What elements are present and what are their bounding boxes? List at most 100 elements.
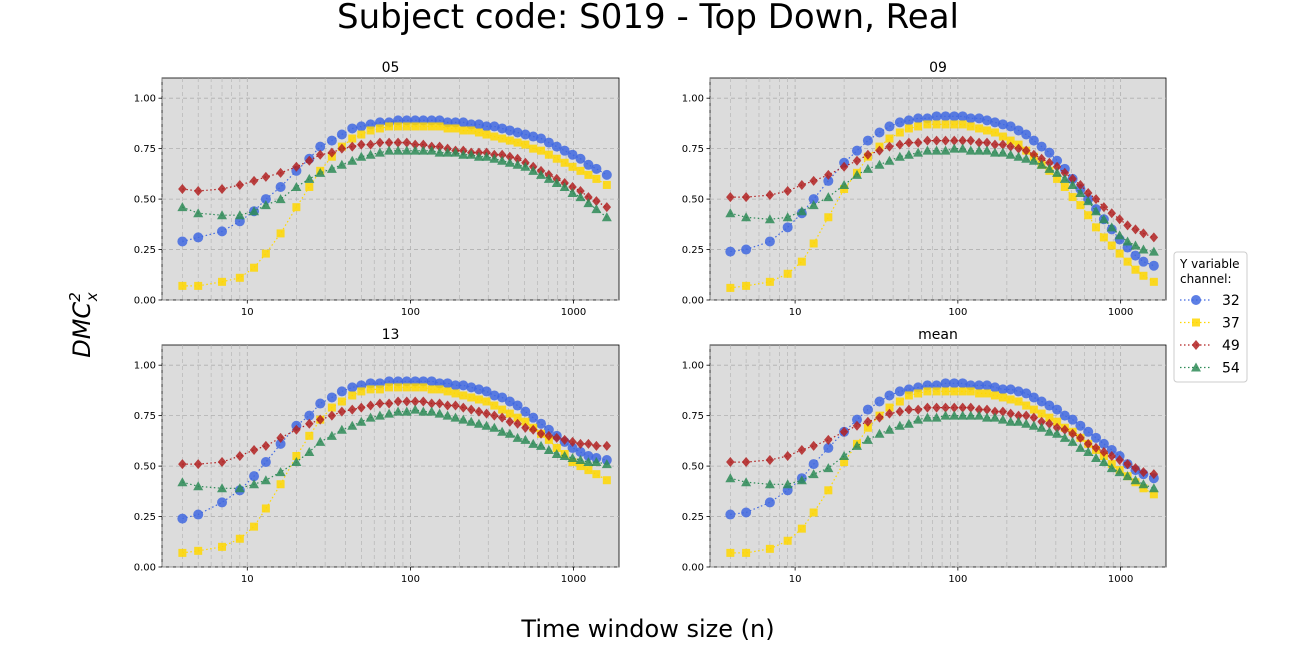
data-point xyxy=(895,406,905,417)
data-point xyxy=(914,122,923,131)
data-point xyxy=(402,137,412,148)
data-point xyxy=(1099,233,1108,242)
data-point xyxy=(601,169,612,180)
data-point xyxy=(419,396,428,407)
data-point xyxy=(1075,442,1086,452)
data-point xyxy=(315,167,326,177)
data-point xyxy=(536,133,547,144)
data-point xyxy=(1036,159,1047,169)
x-tick-label: 100 xyxy=(948,307,967,318)
data-point xyxy=(783,269,792,278)
data-point xyxy=(823,442,834,453)
data-point xyxy=(894,117,905,128)
data-point xyxy=(520,406,531,417)
data-point xyxy=(348,141,357,152)
data-point xyxy=(884,424,895,434)
data-point xyxy=(965,113,976,124)
data-point xyxy=(559,145,570,156)
data-point xyxy=(1083,196,1094,206)
data-point xyxy=(958,387,967,396)
data-point xyxy=(1028,420,1039,430)
data-point xyxy=(490,410,499,421)
data-point xyxy=(974,404,984,415)
data-point xyxy=(528,438,539,448)
data-point xyxy=(1029,412,1039,423)
data-point xyxy=(932,120,941,129)
data-point xyxy=(474,406,484,417)
data-point xyxy=(974,137,984,148)
data-point xyxy=(434,408,445,418)
data-point xyxy=(894,386,905,397)
data-point xyxy=(260,200,271,210)
y-tick-label: 0.00 xyxy=(682,563,704,574)
data-point xyxy=(482,130,491,139)
data-point xyxy=(982,389,991,398)
x-tick-label: 10 xyxy=(789,574,802,585)
data-point xyxy=(276,167,285,178)
data-point xyxy=(981,412,992,422)
data-point xyxy=(932,402,941,413)
data-point xyxy=(1005,384,1016,395)
figure-ylabel-sub: x xyxy=(83,292,101,302)
legend-marker xyxy=(1191,362,1201,372)
data-point xyxy=(742,281,751,290)
data-point xyxy=(1123,257,1132,266)
data-point xyxy=(357,139,366,150)
data-point xyxy=(941,135,950,146)
data-point xyxy=(375,124,384,133)
data-point xyxy=(741,477,752,487)
data-point xyxy=(567,149,578,160)
data-point xyxy=(497,123,508,134)
data-point xyxy=(851,414,862,425)
data-point xyxy=(260,457,271,468)
legend-entry-49: 49 xyxy=(1180,338,1240,354)
data-point xyxy=(394,383,403,392)
data-point xyxy=(990,139,1000,150)
data-point xyxy=(765,455,775,466)
data-point xyxy=(260,475,271,485)
data-point xyxy=(997,119,1008,130)
data-point xyxy=(862,163,873,173)
data-point xyxy=(326,392,337,403)
y-tick-label: 0.75 xyxy=(682,411,704,422)
data-point xyxy=(521,422,530,433)
data-point xyxy=(874,159,885,169)
y-tick-label: 0.00 xyxy=(134,563,156,574)
data-point xyxy=(982,126,991,135)
data-point xyxy=(1149,469,1159,480)
data-point xyxy=(1014,143,1023,154)
data-point xyxy=(1149,232,1159,243)
data-point xyxy=(1076,201,1085,210)
x-tick-label: 100 xyxy=(948,574,967,585)
data-point xyxy=(1114,230,1125,240)
data-point xyxy=(823,175,834,186)
data-point xyxy=(419,122,428,131)
data-point xyxy=(1068,193,1077,202)
data-point xyxy=(442,410,453,420)
data-point xyxy=(1115,455,1124,466)
y-tick-label: 0.75 xyxy=(682,144,704,155)
data-point xyxy=(1021,388,1032,399)
data-point xyxy=(895,128,904,137)
data-point xyxy=(1130,250,1141,261)
data-point xyxy=(512,127,523,138)
y-tick-label: 1.00 xyxy=(682,361,704,372)
data-point xyxy=(393,406,404,416)
data-point xyxy=(913,137,923,148)
data-point xyxy=(249,479,260,489)
data-point xyxy=(1045,413,1054,422)
legend-entry-54: 54 xyxy=(1180,361,1240,377)
data-point xyxy=(1091,194,1101,205)
data-point xyxy=(974,380,985,391)
data-point xyxy=(366,400,375,411)
data-point xyxy=(1098,457,1109,467)
data-point xyxy=(458,380,469,391)
data-point xyxy=(315,414,325,425)
data-point xyxy=(315,149,325,160)
data-point xyxy=(356,121,367,132)
data-point xyxy=(458,414,469,424)
data-point xyxy=(411,383,420,392)
data-point xyxy=(1067,436,1078,446)
data-point xyxy=(941,402,950,413)
data-point xyxy=(402,122,411,131)
